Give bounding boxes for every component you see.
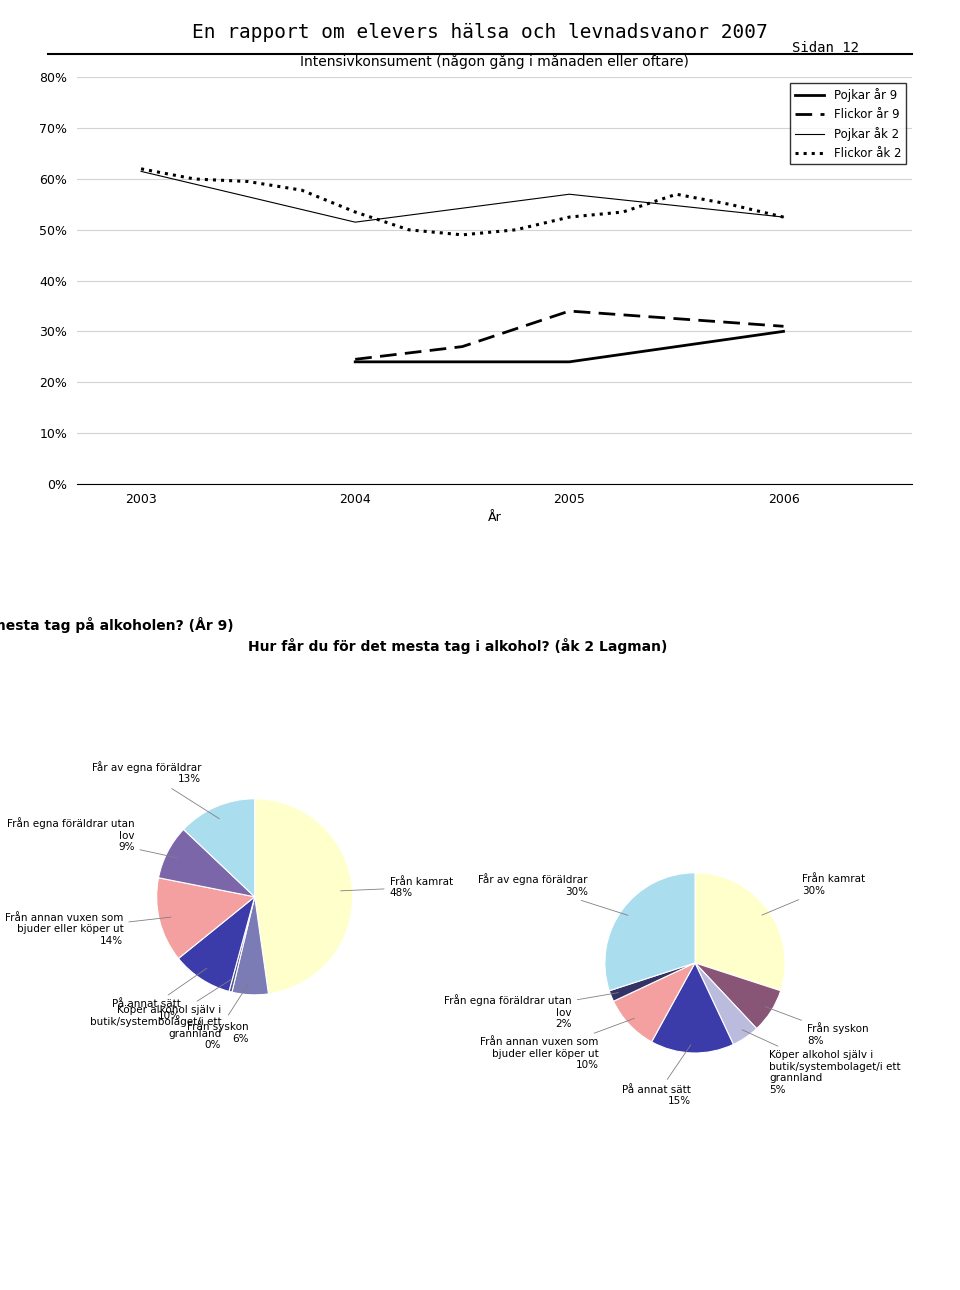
Wedge shape bbox=[695, 962, 756, 1045]
Text: Sidan 12: Sidan 12 bbox=[792, 41, 859, 55]
Line: Flickor åk 2: Flickor åk 2 bbox=[141, 169, 783, 235]
Wedge shape bbox=[158, 829, 254, 897]
Flickor år 9 bbox=[457, 339, 468, 355]
Wedge shape bbox=[652, 962, 733, 1053]
Flickor åk 2 bbox=[724, 196, 735, 212]
Text: Köper alkohol själv i
butik/systembolaget/i ett
grannland
0%: Köper alkohol själv i butik/systembolage… bbox=[89, 979, 231, 1050]
Text: Från egna föräldrar utan
lov
2%: Från egna föräldrar utan lov 2% bbox=[444, 992, 618, 1029]
Flickor åk 2 bbox=[189, 172, 201, 187]
Text: Får av egna föräldrar
13%: Får av egna föräldrar 13% bbox=[92, 761, 220, 819]
Wedge shape bbox=[229, 897, 254, 992]
Wedge shape bbox=[695, 873, 785, 991]
Text: Från annan vuxen som
bjuder eller köper ut
14%: Från annan vuxen som bjuder eller köper … bbox=[5, 912, 171, 946]
Flickor åk 2 bbox=[564, 209, 575, 224]
Flickor åk 2 bbox=[617, 204, 629, 219]
Title: Intensivkonsument (någon gång i månaden eller oftare): Intensivkonsument (någon gång i månaden … bbox=[300, 53, 689, 70]
Text: En rapport om elevers hälsa och levnadsvanor 2007: En rapport om elevers hälsa och levnadsv… bbox=[192, 23, 768, 43]
Flickor åk 2 bbox=[296, 182, 307, 197]
Text: Får av egna föräldrar
30%: Får av egna föräldrar 30% bbox=[478, 873, 628, 916]
Text: På annat sätt
15%: På annat sätt 15% bbox=[622, 1045, 691, 1106]
Wedge shape bbox=[605, 873, 695, 991]
Flickor åk 2 bbox=[403, 222, 415, 237]
Line: Pojkar år 9: Pojkar år 9 bbox=[355, 332, 783, 362]
Pojkar år 9 bbox=[564, 355, 575, 370]
Text: Hur får du för det mesta tag i alkohol? (åk 2 Lagman): Hur får du för det mesta tag i alkohol? … bbox=[248, 639, 667, 654]
Wedge shape bbox=[179, 897, 254, 992]
Text: Från kamrat
30%: Från kamrat 30% bbox=[762, 875, 865, 915]
Wedge shape bbox=[695, 962, 780, 1028]
Flickor åk 2 bbox=[778, 209, 789, 224]
Wedge shape bbox=[183, 799, 254, 897]
Pojkar år 9 bbox=[349, 355, 361, 370]
Line: Pojkar åk 2: Pojkar åk 2 bbox=[141, 172, 783, 222]
Text: Från annan vuxen som
bjuder eller köper ut
10%: Från annan vuxen som bjuder eller köper … bbox=[480, 1018, 635, 1071]
X-axis label: År: År bbox=[488, 511, 501, 524]
Text: Från egna föräldrar utan
lov
9%: Från egna föräldrar utan lov 9% bbox=[7, 817, 178, 858]
Flickor åk 2 bbox=[510, 222, 521, 237]
Wedge shape bbox=[156, 877, 254, 958]
Flickor åk 2 bbox=[349, 204, 361, 219]
Wedge shape bbox=[254, 799, 352, 993]
Text: Från kamrat
48%: Från kamrat 48% bbox=[341, 876, 453, 898]
Pojkar åk 2 bbox=[135, 164, 147, 179]
Pojkar åk 2 bbox=[778, 209, 789, 224]
Flickor år 9 bbox=[349, 352, 361, 368]
Flickor åk 2 bbox=[135, 161, 147, 177]
Pojkar åk 2 bbox=[349, 214, 361, 230]
Text: Köper alkohol själv i
butik/systembolaget/i ett
grannland
5%: Köper alkohol själv i butik/systembolage… bbox=[742, 1029, 901, 1095]
Legend: Pojkar år 9, Flickor år 9, Pojkar åk 2, Flickor åk 2: Pojkar år 9, Flickor år 9, Pojkar åk 2, … bbox=[790, 84, 906, 164]
Wedge shape bbox=[610, 962, 695, 1001]
Text: Från syskon
8%: Från syskon 8% bbox=[765, 1006, 869, 1046]
Line: Flickor år 9: Flickor år 9 bbox=[355, 311, 783, 360]
Flickor år 9 bbox=[778, 319, 789, 334]
Flickor år 9 bbox=[564, 303, 575, 319]
Flickor åk 2 bbox=[671, 187, 683, 203]
Text: Hur får du för det mesta tag på alkoholen? (År 9): Hur får du för det mesta tag på alkohole… bbox=[0, 617, 234, 632]
Text: På annat sätt
10%: På annat sätt 10% bbox=[112, 969, 206, 1020]
Pojkar åk 2 bbox=[564, 187, 575, 203]
Flickor åk 2 bbox=[242, 174, 253, 190]
Flickor åk 2 bbox=[457, 227, 468, 243]
Text: Från syskon
6%: Från syskon 6% bbox=[187, 983, 250, 1044]
Wedge shape bbox=[232, 897, 269, 995]
Pojkar år 9 bbox=[778, 324, 789, 339]
Wedge shape bbox=[613, 962, 695, 1042]
